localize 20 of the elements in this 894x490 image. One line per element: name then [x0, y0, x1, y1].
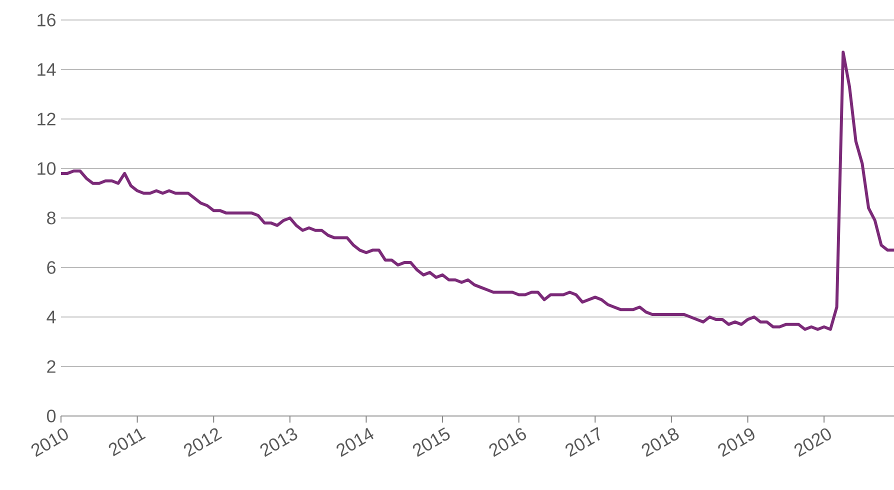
y-tick-label: 8: [47, 212, 56, 224]
x-tick-label: 2020: [794, 428, 831, 457]
y-tick-label: 2: [47, 360, 56, 373]
y-tick-label: 0: [46, 410, 56, 422]
x-tick-label: 2017: [566, 427, 600, 457]
x-tick-label: 2013: [260, 428, 298, 457]
y-tick-label: 4: [46, 310, 56, 324]
y-tick-label: 12: [38, 112, 56, 126]
x-tick-label: 2016: [489, 428, 526, 457]
x-tick-label: 2012: [184, 428, 222, 457]
x-tick-label: 2011: [108, 428, 146, 456]
x-tick-label: 2019: [718, 428, 754, 457]
y-tick-label: 14: [38, 63, 56, 76]
y-tick-label: 6: [47, 261, 56, 274]
y-tick-label: 10: [38, 162, 56, 175]
x-tick-label: 2018: [642, 428, 679, 457]
x-tick-label: 2015: [412, 427, 450, 457]
y-tick-label: 16: [38, 14, 56, 26]
x-tick-label: 2014: [336, 428, 374, 457]
x-tick-label: 2010: [31, 428, 68, 457]
